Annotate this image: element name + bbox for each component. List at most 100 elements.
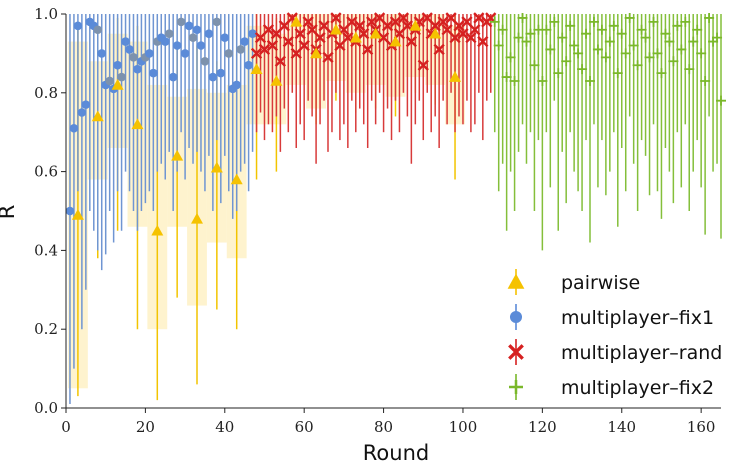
fix2-point (581, 28, 592, 39)
fix1-point (73, 21, 83, 31)
fix1-point (168, 72, 178, 82)
fix2-point (704, 12, 715, 23)
fix2-point (588, 16, 599, 27)
fix2-point (497, 24, 508, 35)
rand-point (433, 43, 445, 56)
legend-marker (509, 310, 523, 324)
pairwise-point (369, 27, 382, 39)
pairwise-point (409, 19, 422, 31)
fix2-point (712, 32, 723, 43)
fix2-point (561, 56, 572, 67)
y-tick-label: 0.4 (34, 241, 58, 259)
pairwise-point (191, 212, 203, 224)
legend-label: multiplayer–fix1 (561, 307, 714, 329)
fix2-point (676, 44, 687, 55)
fix2-point (577, 64, 588, 75)
fix1-point (160, 37, 170, 46)
legend-label: multiplayer–fix2 (561, 377, 714, 399)
fix2-point (549, 16, 560, 27)
fix2-point (553, 68, 564, 79)
plot-area (65, 12, 726, 405)
fix2-point (620, 48, 631, 59)
fix2-point (716, 95, 726, 106)
pairwise-point (131, 118, 144, 130)
rand-point (330, 12, 342, 24)
fix1-point (184, 21, 194, 31)
y-tick-label: 0.2 (34, 320, 58, 338)
rand-point (250, 47, 263, 60)
fix1-point (117, 72, 126, 82)
x-tick-label: 60 (295, 418, 314, 436)
pairwise-point (449, 71, 462, 82)
pairwise-point (250, 63, 263, 74)
pairwise-point (210, 161, 223, 173)
fix1-point (176, 17, 186, 27)
fix2-point (493, 40, 504, 51)
rand-point (457, 28, 469, 40)
fix2-point (668, 56, 679, 67)
legend-marker (509, 380, 523, 394)
x-tick-label: 100 (449, 418, 478, 436)
pairwise-point (329, 23, 342, 35)
rand-point (322, 51, 334, 63)
fix1-point (200, 56, 210, 66)
legend-marker (508, 344, 524, 360)
x-tick-label: 40 (215, 418, 234, 436)
rand-point (429, 20, 441, 32)
pairwise-point (429, 27, 442, 39)
fix1-point (244, 60, 253, 70)
y-tick-label: 0.8 (34, 84, 58, 102)
fix2-point (529, 60, 540, 71)
legend: pairwise multiplayer–fix1 multiplayer–rand… (507, 269, 722, 400)
y-tick-label: 0.6 (34, 163, 58, 181)
fix2-point (596, 24, 607, 35)
fix2-point (521, 36, 532, 47)
rand-point (437, 16, 449, 28)
fix2-point (616, 28, 627, 39)
y-tick-label: 1.0 (34, 5, 58, 23)
rand-point (389, 16, 402, 28)
fix2-point (696, 48, 707, 59)
x-tick-label: 140 (607, 418, 636, 436)
fix1-point (172, 41, 182, 50)
fix1-point (224, 49, 234, 58)
fix2-point (656, 68, 667, 79)
fix1-point (81, 100, 91, 109)
pairwise-point (290, 15, 303, 27)
pairwise-point (310, 47, 323, 59)
x-axis-title: Round (363, 441, 429, 465)
fix1-point (125, 45, 134, 54)
fix2-point (513, 32, 524, 43)
fix1-point (105, 76, 114, 86)
y-tick-label: 0.0 (34, 399, 58, 417)
fix2-point (672, 20, 683, 31)
rand-point (405, 35, 418, 48)
fix2-point (632, 60, 643, 71)
fix1-point (204, 29, 214, 38)
fix2-point (660, 28, 671, 39)
fix2-point (509, 75, 520, 86)
pairwise-point (71, 208, 84, 220)
rand-point (381, 20, 394, 32)
x-tick-label: 80 (374, 418, 393, 436)
fix2-point (608, 20, 619, 31)
fix2-point (489, 16, 500, 27)
rand-point (354, 20, 366, 32)
fix2-point (612, 68, 623, 79)
rand-point (262, 24, 275, 36)
legend-marker (507, 273, 525, 289)
fix1-point (196, 41, 206, 50)
rand-point (477, 35, 489, 48)
rand-point (417, 59, 429, 71)
rand-point (274, 55, 287, 67)
fix2-point (652, 48, 663, 59)
fix1-point (133, 64, 142, 74)
rand-point (258, 43, 271, 56)
fix1-point (65, 206, 75, 216)
rand-point (366, 16, 378, 28)
fix2-point (517, 12, 528, 23)
fix1-point (164, 29, 174, 38)
pairwise-point (111, 78, 124, 90)
fix2-point (664, 36, 675, 47)
fix1-point (113, 60, 122, 70)
